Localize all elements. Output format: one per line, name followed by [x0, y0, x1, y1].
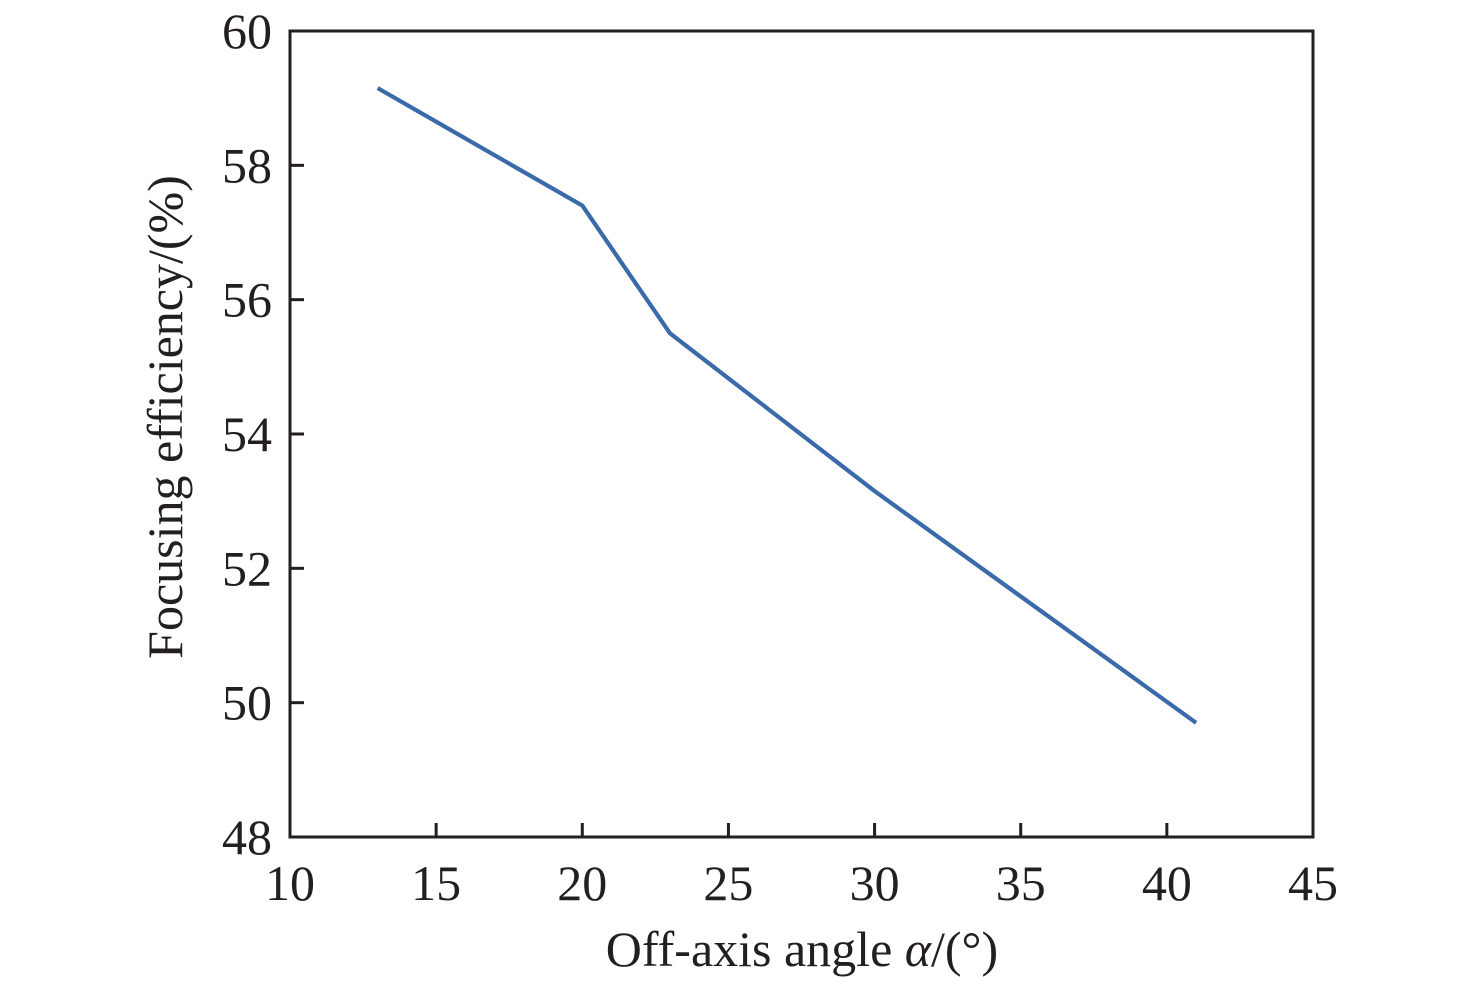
y-axis-title: Focusing efficiency/(%): [137, 175, 193, 659]
y-tick-label: 52: [222, 540, 272, 596]
y-tick-label: 48: [222, 809, 272, 865]
x-tick-label: 40: [1142, 855, 1192, 911]
x-tick-label: 30: [850, 855, 900, 911]
y-tick-label: 58: [222, 137, 272, 193]
x-axis-title: Off-axis angle α/(°): [606, 921, 998, 977]
x-axis-ticks: 10 15 20 25 30 35 40 45: [265, 823, 1338, 911]
x-tick-label: 35: [996, 855, 1046, 911]
y-tick-label: 56: [222, 272, 272, 328]
y-tick-label: 60: [222, 3, 272, 59]
x-tick-label: 45: [1288, 855, 1338, 911]
y-axis-ticks: 48 50 52 54 56 58 60: [222, 3, 304, 865]
x-tick-label: 25: [703, 855, 753, 911]
x-axis-title-symbol: α: [905, 921, 933, 977]
series-group: [376, 86, 1198, 725]
x-axis-title-text: Off-axis angle: [606, 921, 905, 977]
series-line: [376, 86, 1198, 725]
y-tick-label: 50: [222, 675, 272, 731]
x-tick-label: 20: [557, 855, 607, 911]
x-axis-title-unit: /(°): [931, 921, 998, 977]
x-tick-label: 15: [411, 855, 461, 911]
x-tick-label: 10: [265, 855, 315, 911]
y-tick-label: 54: [222, 406, 272, 462]
